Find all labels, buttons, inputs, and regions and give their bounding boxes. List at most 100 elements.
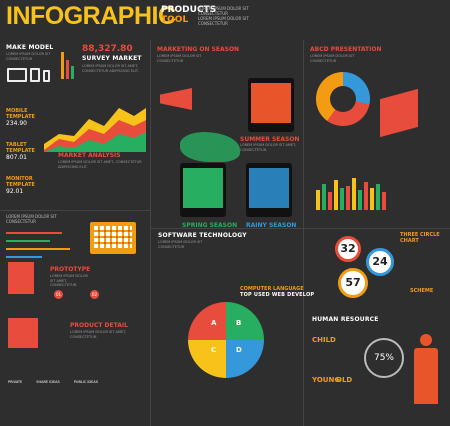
abcd-title: ABCD PRESENTATION xyxy=(310,46,382,53)
child-label: CHILD xyxy=(312,336,336,344)
product-detail-text: LOREM IPSUM DOLOR SIT AMET, CONSECTETUR. xyxy=(70,330,127,339)
software-title: SOFTWARE TECHNOLOGY xyxy=(158,232,247,239)
header-subtitle-2: TOOL xyxy=(161,15,189,25)
progress-bar-blue xyxy=(6,256,42,258)
bar xyxy=(334,180,338,210)
monitor-icon xyxy=(7,68,27,82)
make-model-text: LOREM IPSUM DOLOR SIT CONSECTETUR xyxy=(6,52,51,61)
abcd-ring xyxy=(316,72,370,126)
bar xyxy=(322,184,326,210)
phone-rainy xyxy=(246,163,292,217)
number-badge-02: 02 xyxy=(90,290,99,299)
rainy-title: RAINY SEASON xyxy=(246,222,297,229)
divider xyxy=(150,40,151,426)
phone-spring xyxy=(180,163,226,217)
bar xyxy=(358,190,362,210)
computer-language-title: COMPUTER LANGUAGE xyxy=(240,286,304,292)
progress-list xyxy=(6,232,86,258)
prototype-text: LOREM IPSUM DOLOR SIT AMET, CONSECTETUR. xyxy=(50,274,88,287)
circle-value-3: 57 xyxy=(338,268,368,298)
progress-bar-green xyxy=(6,240,50,242)
mobile-label: MOBILE TEMPLATE xyxy=(6,108,35,120)
header-subtitle-1: PRODUCTS xyxy=(161,5,217,15)
abcd-text: LOREM IPSUM DOLOR SIT CONSECTETUR xyxy=(310,54,355,63)
area-chart xyxy=(44,108,146,152)
monitor-block: MONITOR TEMPLATE 92.01 xyxy=(6,176,46,195)
bar xyxy=(328,192,332,210)
monitor-value: 92.01 xyxy=(6,188,24,195)
divider xyxy=(303,40,304,426)
market-analysis-text: LOREM IPSUM DOLOR SIT AMET, CONSECTETUR … xyxy=(58,160,142,169)
header-subtitle: PRODUCTS TOOL xyxy=(161,5,216,25)
circle-value-2: 24 xyxy=(366,248,394,276)
human-resource-title: HUMAN RESOURCE xyxy=(312,316,379,323)
mini-bar-chart xyxy=(61,52,74,79)
tablet-label: TABLET TEMPLATE xyxy=(6,142,35,154)
private-label: PRIVATE xyxy=(8,380,23,384)
bottom-labels: PRIVATE SHARE IDEAS PUBLIC IDEAS xyxy=(8,380,98,385)
mobile-value: 234.90 xyxy=(6,120,27,127)
software-pie xyxy=(188,302,264,378)
survey-text: LOREM IPSUM DOLOR SIT AMET, CONSECTETUR … xyxy=(82,64,139,73)
spring-title: SPRING SEASON xyxy=(182,222,238,229)
pie-label-d: D xyxy=(236,346,242,354)
header-text: LOREM IPSUM DOLOR SIT CONSECTETUR xyxy=(198,6,249,16)
bar xyxy=(346,186,350,210)
pie-label-b: B xyxy=(236,319,242,327)
mobile-icon xyxy=(43,70,50,82)
marketing-text: LOREM IPSUM DOLOR SIT CONSECTETUR xyxy=(157,54,202,63)
make-model-title: MAKE MODEL xyxy=(6,44,54,51)
col3-bar-chart xyxy=(316,178,386,210)
product-detail-title: PRODUCT DETAIL xyxy=(70,322,128,329)
survey-value: 88,327.80 xyxy=(82,44,133,54)
pie-label-a: A xyxy=(211,319,217,327)
number-badge-01: 01 xyxy=(54,290,63,299)
software-text: LOREM IPSUM DOLOR SIT CONSECTETUR xyxy=(158,240,203,249)
page-title: INFOGRAPHIC xyxy=(6,2,176,30)
prototype-title: PROTOTYPE xyxy=(50,266,91,273)
summer-title: SUMMER SEASON xyxy=(240,136,300,143)
tablet-icon xyxy=(30,68,40,82)
old-label: OLD xyxy=(336,376,353,384)
bar xyxy=(364,182,368,210)
progress-bar-red xyxy=(6,232,62,234)
header-text-2: LOREM IPSUM DOLOR SIT CONSECTETUR xyxy=(198,16,249,26)
public-ideas-label: PUBLIC IDEAS xyxy=(73,380,98,384)
bar xyxy=(376,184,380,210)
summer-text: LOREM IPSUM DOLOR SIT AMET, CONSECTETUR. xyxy=(240,143,297,152)
area-green xyxy=(44,132,146,152)
bars-caption: LOREM IPSUM DOLOR SIT CONSECTETUR xyxy=(6,214,57,224)
bar xyxy=(352,178,356,210)
bar xyxy=(340,188,344,210)
mobile-block: MOBILE TEMPLATE 234.90 xyxy=(6,108,46,127)
person-icon-head xyxy=(420,334,432,346)
circle-value-1: 32 xyxy=(335,236,361,262)
tablet-value: 807.01 xyxy=(6,154,27,161)
pie-label-c: C xyxy=(211,346,217,354)
progress-bar-orange xyxy=(6,248,70,250)
bar xyxy=(370,188,374,210)
tablet-block: TABLET TEMPLATE 807.01 xyxy=(6,142,46,161)
computer-language-subtitle: TOP USED WEB DEVELOP xyxy=(240,292,315,298)
young-label: YOUNG xyxy=(312,376,341,384)
divider xyxy=(150,228,450,229)
marketing-title: MARKETING ON SEASON xyxy=(157,46,240,53)
bar xyxy=(382,192,386,210)
survey-title: SURVEY MARKET xyxy=(82,55,142,62)
divider xyxy=(0,210,150,211)
bar xyxy=(316,190,320,210)
percent-circle: 75% xyxy=(364,338,404,378)
bar xyxy=(66,60,69,79)
market-analysis-title: MARKET ANALYSIS xyxy=(58,152,121,159)
world-map-icon xyxy=(180,132,240,162)
bar xyxy=(71,66,74,79)
bar xyxy=(61,52,64,79)
share-ideas-label: SHARE IDEAS xyxy=(36,380,60,384)
megaphone-icon xyxy=(160,88,192,110)
grid-monitor-icon xyxy=(90,222,136,254)
monitor-label: MONITOR TEMPLATE xyxy=(6,176,35,188)
person-icon xyxy=(414,348,438,404)
box-icon xyxy=(8,318,38,348)
cube-icon xyxy=(380,88,418,138)
three-circle-title: THREE CIRCLE CHART xyxy=(400,232,440,244)
